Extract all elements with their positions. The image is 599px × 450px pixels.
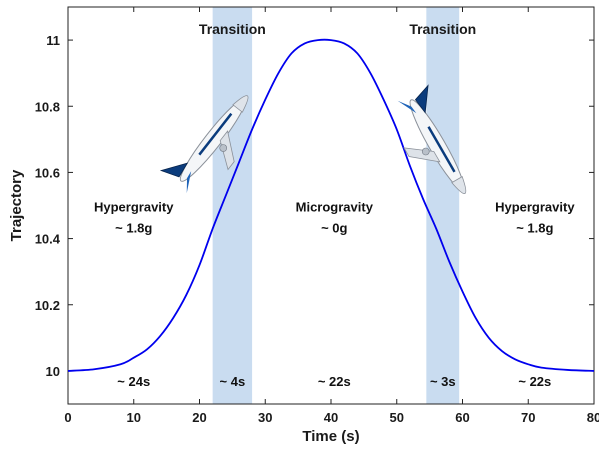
y-tick-label: 10.2 [35,298,60,313]
x-tick-label: 30 [258,410,272,425]
transition-label: Transition [199,21,266,37]
x-tick-label: 60 [455,410,469,425]
x-tick-label: 20 [192,410,206,425]
y-tick-label: 10.4 [35,232,61,247]
transition-label: Transition [409,21,476,37]
annotations: Transition ~ 4s Transition ~ 3s Hypergravity… [94,21,575,389]
airplane-dive-icon [397,84,467,195]
transition-duration: ~ 3s [430,374,456,389]
phase-name: Microgravity [296,199,374,214]
phase-duration: ~ 22s [518,374,551,389]
phase-gravity: ~ 1.8g [516,220,553,235]
phase-duration: ~ 24s [117,374,150,389]
trajectory-line [67,38,595,372]
phase-gravity: ~ 1.8g [115,220,152,235]
phase-name: Hypergravity [94,199,174,214]
airplane-climb-icon [159,95,249,194]
tick-labels: 0 10 20 30 40 50 60 70 80 10 10.2 10.4 10.6 10.8 11 [35,33,599,425]
y-tick-label: 10.8 [35,99,60,114]
x-tick-label: 10 [127,410,141,425]
series [67,38,595,372]
x-axis-title: Time (s) [302,428,359,445]
x-tick-label: 0 [64,410,71,425]
x-tick-label: 40 [324,410,338,425]
y-tick-label: 10.6 [35,165,60,180]
phase-name: Hypergravity [495,199,575,214]
transition-bands [212,7,460,404]
x-tick-label: 50 [390,410,404,425]
y-tick-label: 11 [46,33,60,48]
x-tick-label: 70 [521,410,535,425]
x-tick-label: 80 [587,410,599,425]
phase-gravity: ~ 0g [321,220,347,235]
transition-duration: ~ 4s [220,374,246,389]
y-axis-title: Trajectory [8,169,25,241]
y-tick-label: 10 [46,364,60,379]
phase-duration: ~ 22s [318,374,351,389]
tick-marks [67,7,595,404]
transition-band [426,7,460,404]
transition-band [212,7,253,404]
